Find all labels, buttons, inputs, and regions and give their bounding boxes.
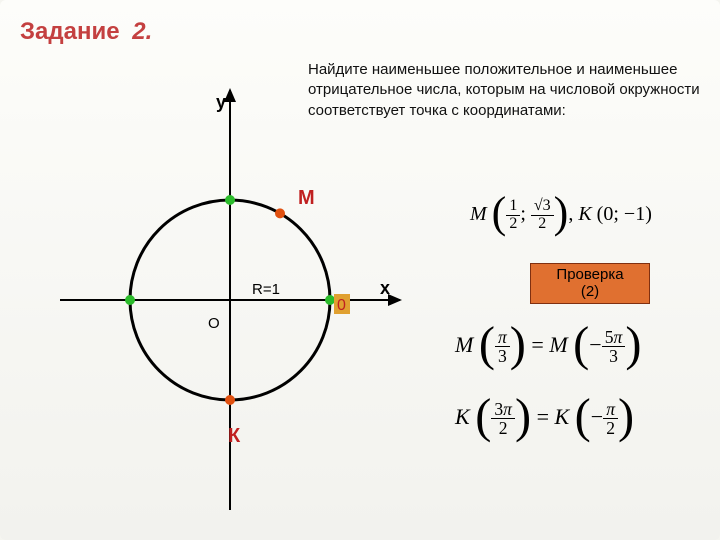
dot-right bbox=[325, 295, 335, 305]
result-k-equation: K (3π2) = K (−π2) bbox=[455, 400, 634, 438]
title-word-1: Задание bbox=[20, 18, 120, 45]
result-m-equation: M (π3) = M (−5π3) bbox=[455, 328, 641, 366]
origin-label: O bbox=[208, 315, 220, 332]
check-line-1: Проверка bbox=[556, 266, 623, 283]
dot-m bbox=[275, 208, 285, 218]
point-m-label: M bbox=[298, 187, 315, 209]
dot-top bbox=[225, 195, 235, 205]
point-k-label: К bbox=[228, 425, 241, 447]
coordinates-equation: M (12; √32), K (0; −1) bbox=[470, 198, 652, 233]
title-word-2: 2. bbox=[132, 18, 152, 45]
task-title: Задание 2. bbox=[20, 18, 152, 46]
zero-label: 0 bbox=[337, 297, 346, 314]
radius-label: R=1 bbox=[252, 281, 280, 298]
y-axis-label: y bbox=[216, 92, 226, 112]
dot-left bbox=[125, 295, 135, 305]
check-button[interactable]: Проверка (2) bbox=[530, 263, 650, 304]
eq1-m-letter: M bbox=[470, 203, 487, 225]
x-axis-label: x bbox=[380, 278, 390, 298]
unit-circle-diagram: y x O R=1 0 M К bbox=[30, 80, 410, 520]
eq1-k-letter: K bbox=[578, 203, 591, 225]
check-line-2: (2) bbox=[581, 283, 599, 300]
dot-k bbox=[225, 395, 235, 405]
